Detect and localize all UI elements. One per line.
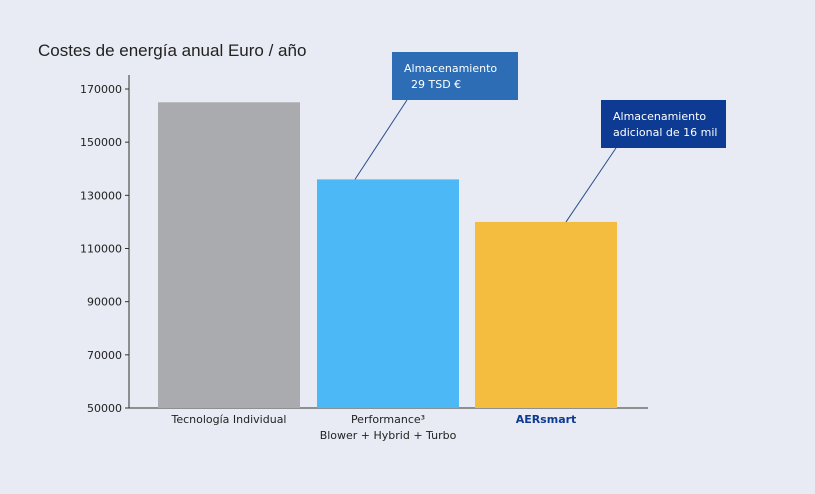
text-line: 150000 (80, 136, 122, 149)
text-line: 130000 (80, 189, 122, 202)
text-line: 29 TSD € (404, 78, 461, 91)
bar (158, 102, 300, 409)
chart-title: Costes de energía anual Euro / año (38, 41, 306, 60)
text-line: Tecnología Individual (170, 413, 286, 426)
text-line: AERsmart (516, 413, 577, 426)
text-line: Costes de energía anual Euro / año (38, 41, 306, 60)
y-tick-label: 110000 (80, 243, 122, 256)
text-line: Almacenamiento (404, 62, 497, 75)
annotation-box (392, 52, 518, 100)
y-tick-label: 130000 (80, 189, 122, 202)
text-line: Performance³ (351, 413, 425, 426)
bar (317, 179, 459, 408)
annotation-leader (565, 147, 617, 223)
annotation-text: Almacenamiento adicional de 16 mil (613, 110, 717, 139)
annotation-box (601, 100, 726, 148)
text-line: Blower + Hybrid + Turbo (320, 429, 457, 442)
y-tick-label: 150000 (80, 136, 122, 149)
y-tick-label: 70000 (87, 349, 122, 362)
y-tick-label: 50000 (87, 402, 122, 415)
text-line: Almacenamiento (613, 110, 706, 123)
x-tick-label: Performance³ Blower + Hybrid + Turbo (320, 413, 457, 442)
y-tick-label: 90000 (87, 296, 122, 309)
x-tick-label: Tecnología Individual (170, 413, 286, 426)
text-line: 90000 (87, 296, 122, 309)
text-line: 50000 (87, 402, 122, 415)
text-line: 170000 (80, 83, 122, 96)
bar (475, 221, 617, 408)
y-tick-label: 170000 (80, 83, 122, 96)
annotation-leader (354, 99, 408, 180)
text-line: 110000 (80, 243, 122, 256)
x-tick-label: AERsmart (516, 413, 577, 426)
text-line: adicional de 16 mil (613, 126, 717, 139)
annotation-text: Almacenamiento 29 TSD € (404, 62, 497, 91)
text-line: 70000 (87, 349, 122, 362)
